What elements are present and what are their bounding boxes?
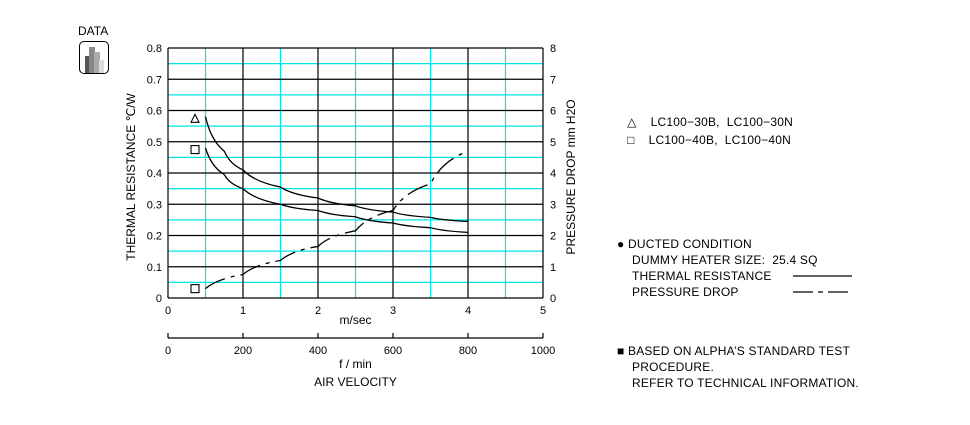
svg-text:THERMAL RESISTANCE ℃/W: THERMAL RESISTANCE ℃/W [124, 93, 138, 261]
square-marker-icon: □ [627, 133, 635, 147]
svg-text:PRESSURE DROP mm H2O: PRESSURE DROP mm H2O [564, 99, 578, 254]
svg-text:5: 5 [550, 137, 556, 149]
svg-text:0.7: 0.7 [147, 74, 162, 86]
svg-text:7: 7 [550, 74, 556, 86]
svg-text:2: 2 [550, 231, 556, 243]
svg-text:200: 200 [234, 345, 252, 357]
note-line-2: PROCEDURE. [632, 360, 715, 374]
svg-text:0.6: 0.6 [147, 106, 162, 118]
legend-item-30: △ LC100−30B, LC100−30N [620, 101, 793, 129]
svg-text:0.5: 0.5 [147, 137, 162, 149]
svg-text:4: 4 [465, 305, 471, 317]
svg-text:600: 600 [384, 345, 402, 357]
svg-text:800: 800 [459, 345, 477, 357]
pressure-legend-label: PRESSURE DROP [632, 285, 739, 299]
svg-text:3: 3 [550, 199, 556, 211]
svg-text:f / min: f / min [339, 357, 372, 371]
svg-text:0.8: 0.8 [147, 43, 162, 55]
svg-text:3: 3 [390, 305, 396, 317]
legend-item-40: □ LC100−40B, LC100−40N [620, 119, 791, 147]
svg-text:0: 0 [165, 345, 171, 357]
data-badge-label: DATA [78, 24, 109, 38]
note-line-3: REFER TO TECHNICAL INFORMATION. [632, 376, 859, 390]
svg-text:1: 1 [550, 262, 556, 274]
svg-text:400: 400 [309, 345, 327, 357]
svg-text:8: 8 [550, 43, 556, 55]
thermal-legend-label: THERMAL RESISTANCE [632, 269, 772, 283]
svg-text:m/sec: m/sec [339, 313, 371, 327]
svg-text:1000: 1000 [531, 345, 555, 357]
svg-text:0.3: 0.3 [147, 199, 162, 211]
svg-text:0: 0 [550, 293, 556, 305]
svg-text:5: 5 [540, 305, 546, 317]
svg-text:0.2: 0.2 [147, 231, 162, 243]
svg-text:2: 2 [315, 305, 321, 317]
svg-text:AIR VELOCITY: AIR VELOCITY [314, 375, 397, 389]
svg-text:4: 4 [550, 168, 556, 180]
svg-text:1: 1 [240, 305, 246, 317]
bar-chart-icon [79, 41, 109, 74]
note-line-1: ■ BASED ON ALPHA’S STANDARD TEST [617, 344, 851, 358]
svg-text:0.4: 0.4 [147, 168, 162, 180]
heater-size: DUMMY HEATER SIZE: 25.4 SQ [632, 253, 818, 267]
svg-text:0: 0 [156, 293, 162, 305]
svg-text:0: 0 [165, 305, 171, 317]
svg-text:0.1: 0.1 [147, 262, 162, 274]
legend-label: LC100−30B, LC100−30N [650, 115, 793, 129]
svg-text:6: 6 [550, 106, 556, 118]
legend-label: LC100−40B, LC100−40N [648, 133, 791, 147]
condition-title: ● DUCTED CONDITION [617, 237, 752, 251]
triangle-marker-icon: △ [627, 115, 637, 129]
